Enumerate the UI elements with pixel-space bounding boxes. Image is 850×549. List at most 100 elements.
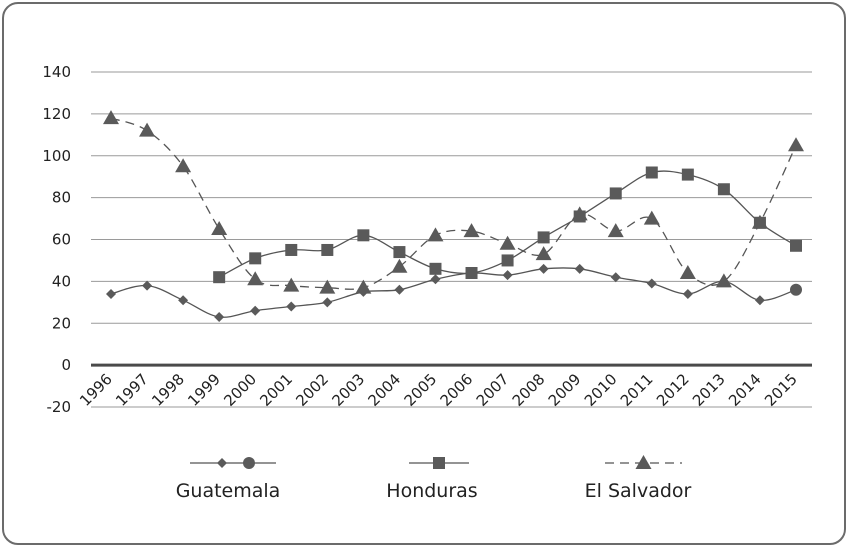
data-point-square bbox=[357, 229, 370, 242]
x-tick-label: 2012 bbox=[653, 370, 693, 410]
data-point-diamond bbox=[646, 278, 657, 289]
data-point-diamond bbox=[286, 301, 297, 312]
data-point-triangle bbox=[715, 273, 732, 288]
y-tick-label: 80 bbox=[52, 189, 71, 207]
x-tick-label: 2010 bbox=[581, 370, 621, 410]
legend-triangle-marker bbox=[635, 455, 652, 469]
data-point-square bbox=[645, 166, 658, 179]
data-point-triangle bbox=[139, 122, 156, 137]
data-point-diamond bbox=[250, 305, 261, 316]
legend-square-marker bbox=[433, 457, 445, 469]
y-tick-label: 100 bbox=[42, 147, 71, 165]
legend-item-guatemala: Guatemala bbox=[176, 457, 281, 502]
data-point-square bbox=[429, 262, 442, 275]
data-point-triangle bbox=[283, 277, 300, 292]
series-el-salvador bbox=[103, 110, 804, 294]
data-point-square bbox=[501, 254, 514, 267]
data-point-diamond bbox=[610, 272, 621, 283]
legend-label: Honduras bbox=[386, 480, 477, 502]
series-guatemala bbox=[106, 263, 802, 322]
data-point-diamond bbox=[682, 288, 693, 299]
y-tick-label: -20 bbox=[47, 398, 72, 416]
data-point-square bbox=[609, 187, 622, 200]
data-point-triangle bbox=[247, 271, 264, 286]
legend: Guatemala Honduras El Salvador bbox=[176, 455, 692, 502]
y-tick-label: 60 bbox=[52, 231, 71, 249]
y-tick-label: 120 bbox=[42, 105, 71, 123]
data-point-triangle bbox=[175, 158, 192, 173]
x-tick-label: 1998 bbox=[148, 370, 188, 410]
data-point-diamond bbox=[214, 311, 225, 322]
x-tick-label: 2002 bbox=[292, 370, 332, 410]
series-honduras bbox=[213, 166, 802, 284]
legend-label: Guatemala bbox=[176, 480, 281, 502]
legend-circle-marker bbox=[243, 457, 255, 469]
data-point-square bbox=[249, 252, 262, 265]
data-point-triangle bbox=[679, 265, 696, 279]
y-axis-ticks: 140 120 100 80 60 40 20 0 -20 bbox=[42, 63, 71, 416]
data-point-triangle bbox=[499, 235, 516, 250]
data-point-triangle bbox=[751, 214, 768, 229]
legend-item-el-salvador: El Salvador bbox=[585, 455, 692, 502]
x-tick-label: 2013 bbox=[689, 370, 729, 410]
data-point-square bbox=[321, 243, 334, 256]
x-tick-label: 2001 bbox=[256, 370, 296, 410]
x-tick-label: 2014 bbox=[725, 370, 765, 410]
data-point-diamond bbox=[538, 263, 549, 274]
legend-item-honduras: Honduras bbox=[386, 457, 478, 502]
data-point-diamond bbox=[178, 295, 189, 306]
data-point-square bbox=[717, 183, 730, 196]
data-point-square bbox=[465, 267, 478, 279]
data-point-triangle bbox=[355, 279, 372, 294]
series-layer bbox=[103, 110, 804, 322]
data-point-triangle bbox=[571, 206, 588, 221]
data-point-diamond bbox=[394, 284, 405, 295]
data-point-triangle bbox=[788, 137, 804, 152]
data-point-diamond bbox=[322, 297, 333, 308]
x-tick-label: 1997 bbox=[112, 370, 152, 410]
x-tick-label: 2004 bbox=[365, 370, 405, 410]
data-point-square bbox=[285, 243, 298, 256]
gridlines bbox=[91, 71, 812, 408]
data-point-triangle bbox=[643, 210, 660, 225]
data-point-square bbox=[537, 231, 550, 244]
x-tick-label: 2008 bbox=[509, 370, 549, 410]
x-tick-label: 2000 bbox=[220, 370, 260, 410]
data-point-triangle bbox=[211, 221, 228, 236]
x-tick-label: 2009 bbox=[545, 370, 585, 410]
data-point-triangle bbox=[103, 110, 119, 125]
y-tick-label: 20 bbox=[52, 314, 71, 332]
data-point-diamond bbox=[574, 263, 585, 274]
x-tick-label: 2003 bbox=[328, 370, 368, 410]
x-tick-label: 1996 bbox=[76, 370, 116, 410]
data-point-square bbox=[790, 239, 802, 252]
data-point-triangle bbox=[391, 258, 408, 273]
data-point-triangle bbox=[427, 227, 444, 242]
data-point-square bbox=[213, 271, 226, 284]
x-axis-ticks: 1996199719981999200020012002200320042005… bbox=[76, 370, 801, 410]
series-line bbox=[110, 117, 797, 290]
y-tick-label: 40 bbox=[52, 272, 71, 290]
data-point-square bbox=[681, 168, 694, 181]
x-tick-label: 2011 bbox=[617, 370, 657, 410]
data-point-square bbox=[393, 246, 406, 259]
data-point-diamond bbox=[502, 270, 513, 281]
legend-diamond-marker bbox=[217, 458, 227, 468]
data-point-diamond bbox=[754, 295, 765, 306]
x-tick-label: 2005 bbox=[401, 370, 441, 410]
data-point-triangle bbox=[463, 223, 480, 238]
y-tick-label: 0 bbox=[61, 356, 71, 374]
data-point-circle bbox=[790, 283, 802, 296]
x-tick-label: 2015 bbox=[761, 370, 801, 410]
legend-label: El Salvador bbox=[585, 480, 692, 502]
data-point-triangle bbox=[607, 223, 624, 238]
data-point-diamond bbox=[430, 274, 441, 285]
y-tick-label: 140 bbox=[42, 63, 71, 81]
x-tick-label: 1999 bbox=[184, 370, 224, 410]
data-point-diamond bbox=[106, 288, 116, 299]
x-tick-label: 2007 bbox=[473, 370, 513, 410]
data-point-triangle bbox=[535, 246, 552, 261]
data-point-diamond bbox=[142, 280, 153, 291]
